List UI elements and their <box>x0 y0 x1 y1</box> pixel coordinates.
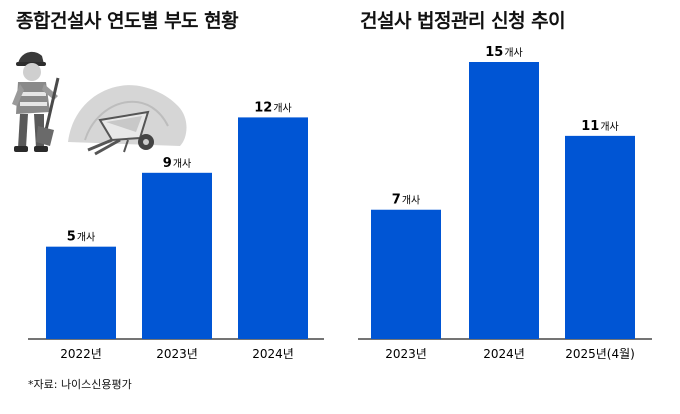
bar-2-2 <box>469 62 539 339</box>
bar-1-2 <box>142 172 212 339</box>
chart-title-left: 종합건설사 연도별 부도 현황 <box>16 10 239 32</box>
bar-2-1 <box>371 209 441 339</box>
bar-1-1 <box>46 246 116 339</box>
tick-label-2-2: 2024년 <box>483 347 525 361</box>
tick-label-1-3: 2024년 <box>252 347 294 361</box>
tick-label-1-2: 2023년 <box>156 347 198 361</box>
data-label-1-1: 5개사 <box>67 230 95 245</box>
data-label-2-2: 15개사 <box>485 45 523 60</box>
construction-worker-illustration <box>12 51 187 156</box>
data-label-2-3: 11개사 <box>581 119 619 134</box>
source-note: *자료: 나이스신용평가 <box>28 378 132 391</box>
bar-2-3 <box>565 135 635 339</box>
data-label-1-2: 9개사 <box>163 156 191 171</box>
tick-label-2-1: 2023년 <box>385 347 427 361</box>
data-label-2-1: 7개사 <box>392 193 420 208</box>
data-label-1-3: 12개사 <box>254 100 292 115</box>
tick-label-1-1: 2022년 <box>60 347 102 361</box>
chart-title-right: 건설사 법정관리 신청 추이 <box>360 10 566 32</box>
tick-label-2-3: 2025년(4월) <box>565 347 635 361</box>
bar-1-3 <box>238 117 308 340</box>
